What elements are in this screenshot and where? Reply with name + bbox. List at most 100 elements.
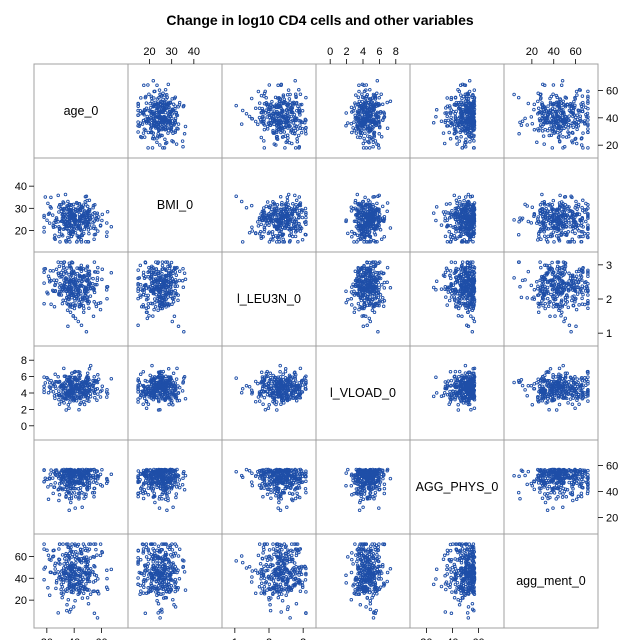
data-point (458, 111, 463, 116)
data-point (444, 106, 448, 110)
data-point (372, 134, 376, 139)
data-point (160, 126, 165, 131)
data-point (281, 94, 286, 99)
panel-0-5 (503, 63, 599, 159)
data-point (136, 130, 140, 134)
data-point (354, 119, 359, 124)
data-point (434, 108, 439, 112)
data-point (375, 111, 379, 116)
data-point (456, 87, 460, 92)
data-point (156, 134, 160, 138)
data-point (290, 118, 295, 123)
data-point (239, 122, 244, 126)
data-point (289, 107, 293, 112)
data-point (304, 95, 308, 100)
data-point (300, 126, 305, 131)
data-point (169, 127, 173, 132)
data-point (367, 146, 372, 150)
data-point (372, 130, 377, 135)
data-point (158, 143, 162, 147)
data-point (142, 83, 146, 88)
data-point (168, 114, 172, 119)
data-point (167, 120, 172, 124)
data-point (262, 94, 266, 98)
data-point (148, 101, 152, 106)
data-point (272, 142, 277, 146)
data-point (165, 126, 170, 130)
data-point (163, 87, 168, 92)
data-point (158, 92, 162, 96)
data-point (357, 89, 361, 94)
data-point (154, 108, 159, 112)
data-point (153, 111, 157, 116)
data-point (278, 97, 283, 101)
data-point (366, 124, 370, 128)
data-point (360, 92, 364, 96)
data-point (151, 103, 155, 107)
data-point (377, 115, 381, 119)
data-point (166, 102, 171, 106)
data-point (257, 115, 262, 120)
data-point (157, 111, 162, 115)
data-point (373, 97, 378, 101)
data-point (147, 121, 151, 125)
data-point (158, 116, 162, 121)
data-point (276, 120, 281, 124)
data-point (375, 78, 380, 83)
data-point (368, 87, 372, 92)
data-point (256, 89, 261, 94)
data-point (467, 89, 472, 94)
data-point (161, 91, 165, 96)
data-point (290, 102, 295, 106)
data-point (381, 118, 385, 122)
data-point (166, 111, 170, 116)
data-point (363, 139, 367, 143)
diagonal-label-BMI_0: BMI_0 (157, 198, 193, 212)
data-point (265, 127, 270, 131)
data-point (289, 105, 293, 110)
data-point (377, 125, 382, 130)
data-point (374, 102, 378, 106)
data-point (304, 118, 308, 122)
data-point (166, 82, 171, 87)
data-point (297, 146, 301, 150)
data-point (299, 130, 304, 135)
panel-0-3 (315, 63, 411, 159)
panel-2-5 (503, 251, 599, 347)
data-point (359, 108, 363, 112)
data-point (272, 122, 276, 127)
data-point (276, 115, 280, 119)
data-point (174, 142, 179, 146)
data-point (367, 128, 372, 132)
data-point (249, 96, 254, 101)
data-point (144, 119, 149, 123)
data-point (378, 109, 383, 114)
data-point (147, 117, 151, 121)
data-point (173, 104, 177, 108)
data-point (287, 109, 292, 114)
data-point (161, 146, 165, 150)
data-point (144, 94, 148, 99)
data-point (136, 123, 140, 128)
data-point (142, 127, 147, 132)
data-point (360, 95, 365, 100)
data-point (234, 103, 238, 108)
data-point (177, 100, 182, 105)
data-point (466, 97, 471, 101)
data-point (262, 127, 267, 132)
data-point (353, 101, 357, 105)
data-point (277, 111, 281, 115)
panel-0-0: age_0 (33, 63, 129, 159)
data-point (182, 132, 187, 136)
data-point (360, 122, 364, 126)
data-point (263, 111, 268, 115)
data-point (363, 103, 368, 108)
data-point (377, 146, 381, 150)
data-point (161, 115, 166, 119)
data-point (266, 107, 270, 112)
data-point (443, 120, 448, 125)
data-point (285, 111, 289, 116)
data-point (152, 96, 156, 100)
panel-0-1 (127, 63, 223, 159)
